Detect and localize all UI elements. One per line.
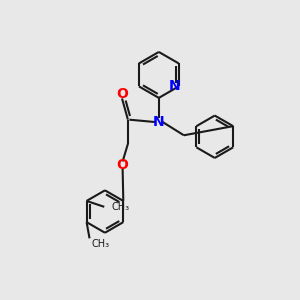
- Text: N: N: [169, 80, 180, 93]
- Text: CH₃: CH₃: [112, 202, 130, 212]
- Text: CH₃: CH₃: [91, 239, 109, 249]
- Text: O: O: [116, 87, 128, 101]
- Text: N: N: [153, 115, 165, 129]
- Text: O: O: [117, 158, 129, 172]
